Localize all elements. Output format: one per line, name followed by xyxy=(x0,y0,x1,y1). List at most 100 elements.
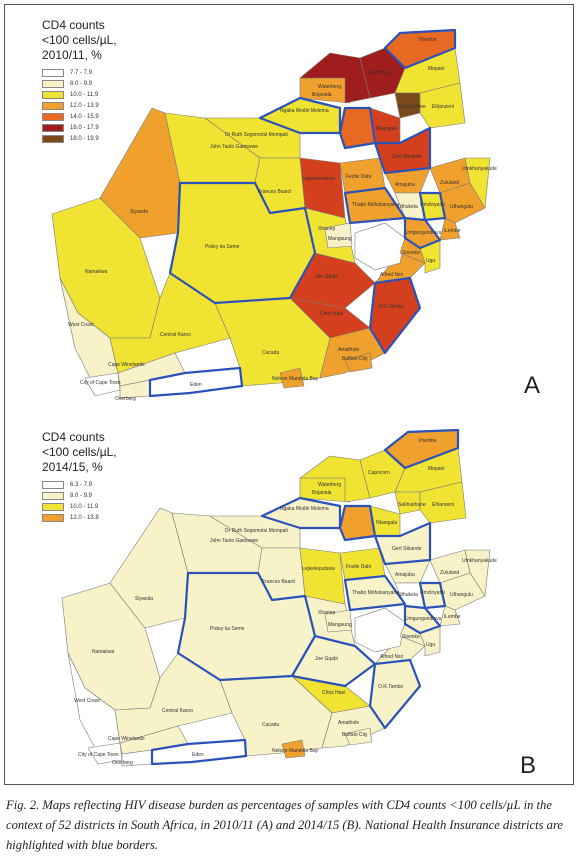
label-b-vhembe: Vhembe xyxy=(418,438,437,444)
label-b-ehlanzeni: Ehlanzeni xyxy=(432,502,454,508)
label-b-eden: Eden xyxy=(192,752,204,758)
legend-panel-b: CD4 counts <100 cells/µL, 2014/15, % 6.3… xyxy=(42,430,117,524)
label-mangaung: Mangaung xyxy=(328,236,352,242)
legend-panel-a: CD4 counts <100 cells/µL, 2010/11, % 7.7… xyxy=(42,18,117,145)
label-b-mangaung: Mangaung xyxy=(328,622,352,628)
label-capricorn: Capricorn xyxy=(368,70,390,76)
label-sisonke: Sisonke xyxy=(402,250,420,256)
a-legend-swatch xyxy=(42,69,64,77)
label-eden: Eden xyxy=(190,382,202,388)
district-b-mangaung xyxy=(324,609,353,633)
label-b-nkangala: Nkangala xyxy=(376,520,397,526)
a-legend-entry: 7.7 - 7.9 xyxy=(42,68,117,78)
district-ruth xyxy=(204,117,301,159)
label-ugu: Ugu xyxy=(426,258,435,264)
b-legend-entry: 8.0 - 9.9 xyxy=(42,491,117,501)
district-b-lejweleputswa xyxy=(299,547,346,605)
district-b-buffalo xyxy=(344,727,373,746)
map-a-svg: Vhembe Capricorn Mopani Ehlanzeni Waterb… xyxy=(51,28,497,402)
district-b-ruth xyxy=(209,515,301,549)
b-legend-label: 10.0 - 11.9 xyxy=(70,504,99,510)
label-uthungulu: Uthungulu xyxy=(450,204,473,210)
b-legend-swatch xyxy=(42,481,64,489)
label-gertsibande: Gert Sibande xyxy=(392,154,422,160)
label-vhembe: Vhembe xyxy=(418,37,437,43)
label-ehlanzeni: Ehlanzeni xyxy=(432,104,454,110)
label-frances: Frances Baard xyxy=(258,189,291,195)
label-b-taolo: John Taolo Gaetsewe xyxy=(210,538,258,544)
label-umzinyathi: Umzinyathi xyxy=(420,202,445,208)
label-b-lejweleputswa: Lejweleputswa xyxy=(302,566,335,572)
nhi-b-border-gertsibande xyxy=(373,521,432,566)
label-b-amajuba: Amajuba xyxy=(395,572,415,578)
label-b-joegqabi: Joe Gqabi xyxy=(315,656,338,662)
nhi-border-umzinyathi xyxy=(418,191,447,222)
a-legend-label: 14.0 - 15.9 xyxy=(70,114,99,120)
a-legend-entry: 8.0 - 9.9 xyxy=(42,79,117,89)
label-zululand: Zululand xyxy=(440,180,459,186)
label-b-frances: Frances Baard xyxy=(262,579,295,585)
b-legend-entry: 10.0 - 11.9 xyxy=(42,502,117,512)
map-b-svg: Vhembe Capricorn Mopani Ehlanzeni Waterb… xyxy=(61,428,497,767)
label-amathole: Amathole xyxy=(338,347,359,353)
b-legend-label: 6.3 - 7.9 xyxy=(70,482,93,488)
label-b-sisonke: Sisonke xyxy=(402,634,420,640)
lesotho xyxy=(354,222,406,271)
nhi-b-border-vhembe xyxy=(383,428,460,470)
nhi-border-gertsibande xyxy=(373,126,432,175)
a-legend-swatch xyxy=(42,80,64,88)
label-b-uthungulu: Uthungulu xyxy=(450,592,473,598)
label-b-ortambo: O.R.Tambo xyxy=(378,684,404,690)
district-lejweleputswa xyxy=(299,157,346,219)
figure-caption: Fig. 2. Maps reflecting HIV disease burd… xyxy=(6,795,576,855)
nhi-b-border-joegqabi xyxy=(290,634,377,688)
a-legend-label: 8.0 - 9.9 xyxy=(70,81,93,87)
a-legend-entry: 10.0 - 11.9 xyxy=(42,90,117,100)
label-capetown: City of Cape Town xyxy=(80,380,121,386)
nhi-border-vhembe xyxy=(383,28,457,70)
label-umgungundlovu: Umgungundlovu xyxy=(405,230,442,236)
nhi-border-umgungundlovu xyxy=(403,216,442,250)
label-bojanala: Bojanala xyxy=(312,92,332,98)
label-b-pixley: Pixley ka Seme xyxy=(210,626,245,632)
nhi-border-ngaka xyxy=(258,96,342,135)
label-buffalo: Buffalo City xyxy=(342,356,368,362)
label-fezile: Fezile Dabi xyxy=(346,174,371,180)
map-panel-b: Vhembe Capricorn Mopani Ehlanzeni Waterb… xyxy=(0,418,580,773)
label-mopani: Mopani xyxy=(428,66,444,72)
district-nelson xyxy=(279,367,305,389)
label-centralkaroo: Central Karoo xyxy=(160,332,191,338)
label-b-uthukela: Uthukela xyxy=(398,592,418,598)
a-legend-entry: 18.0 - 19.9 xyxy=(42,134,117,144)
label-b-umkhanyakude: Umkhanyakude xyxy=(462,558,497,564)
legend-title-a: CD4 counts <100 cells/µL, 2010/11, % xyxy=(42,18,117,62)
label-b-mopani: Mopani xyxy=(428,466,444,472)
label-b-umgungundlovu: Umgungundlovu xyxy=(405,616,442,622)
label-namakwa: Namakwa xyxy=(85,269,107,275)
label-b-cacadu: Cacadu xyxy=(262,722,279,728)
a-legend-swatch xyxy=(42,91,64,99)
district-ehlanzeni xyxy=(419,82,466,129)
label-ngaka: Ngaka Modiri Molema xyxy=(280,108,329,114)
label-b-overberg: Overberg xyxy=(112,760,133,766)
a-legend-swatch xyxy=(42,102,64,110)
label-uthukela: Uthukela xyxy=(398,204,418,210)
label-b-ngaka: Ngaka Modiri Molema xyxy=(280,506,329,512)
lesotho-b xyxy=(354,607,406,653)
caption-label: Fig. 2. xyxy=(6,798,40,812)
b-legend-label: 8.0 - 9.9 xyxy=(70,493,93,499)
a-legend-entry: 12.0 - 13.9 xyxy=(42,101,117,111)
label-b-capetown: City of Cape Town xyxy=(78,752,119,758)
b-legend-swatch xyxy=(42,503,64,511)
nhi-b-border-umzinyathi xyxy=(418,581,447,610)
a-legend-label: 7.7 - 7.9 xyxy=(70,70,93,76)
b-legend-entry: 12.0 - 13.8 xyxy=(42,513,117,523)
label-ortambo: O.R.Tambo xyxy=(378,304,404,310)
label-b-amathole: Amathole xyxy=(338,720,359,726)
district-b-ilembe xyxy=(439,605,461,627)
a-legend-entry: 14.0 - 15.9 xyxy=(42,112,117,122)
label-overberg: Overberg xyxy=(115,396,136,402)
a-legend-swatch xyxy=(42,135,64,143)
label-b-bojanala: Bojanala xyxy=(312,490,332,496)
label-b-waterberg: Waterberg xyxy=(318,482,341,488)
